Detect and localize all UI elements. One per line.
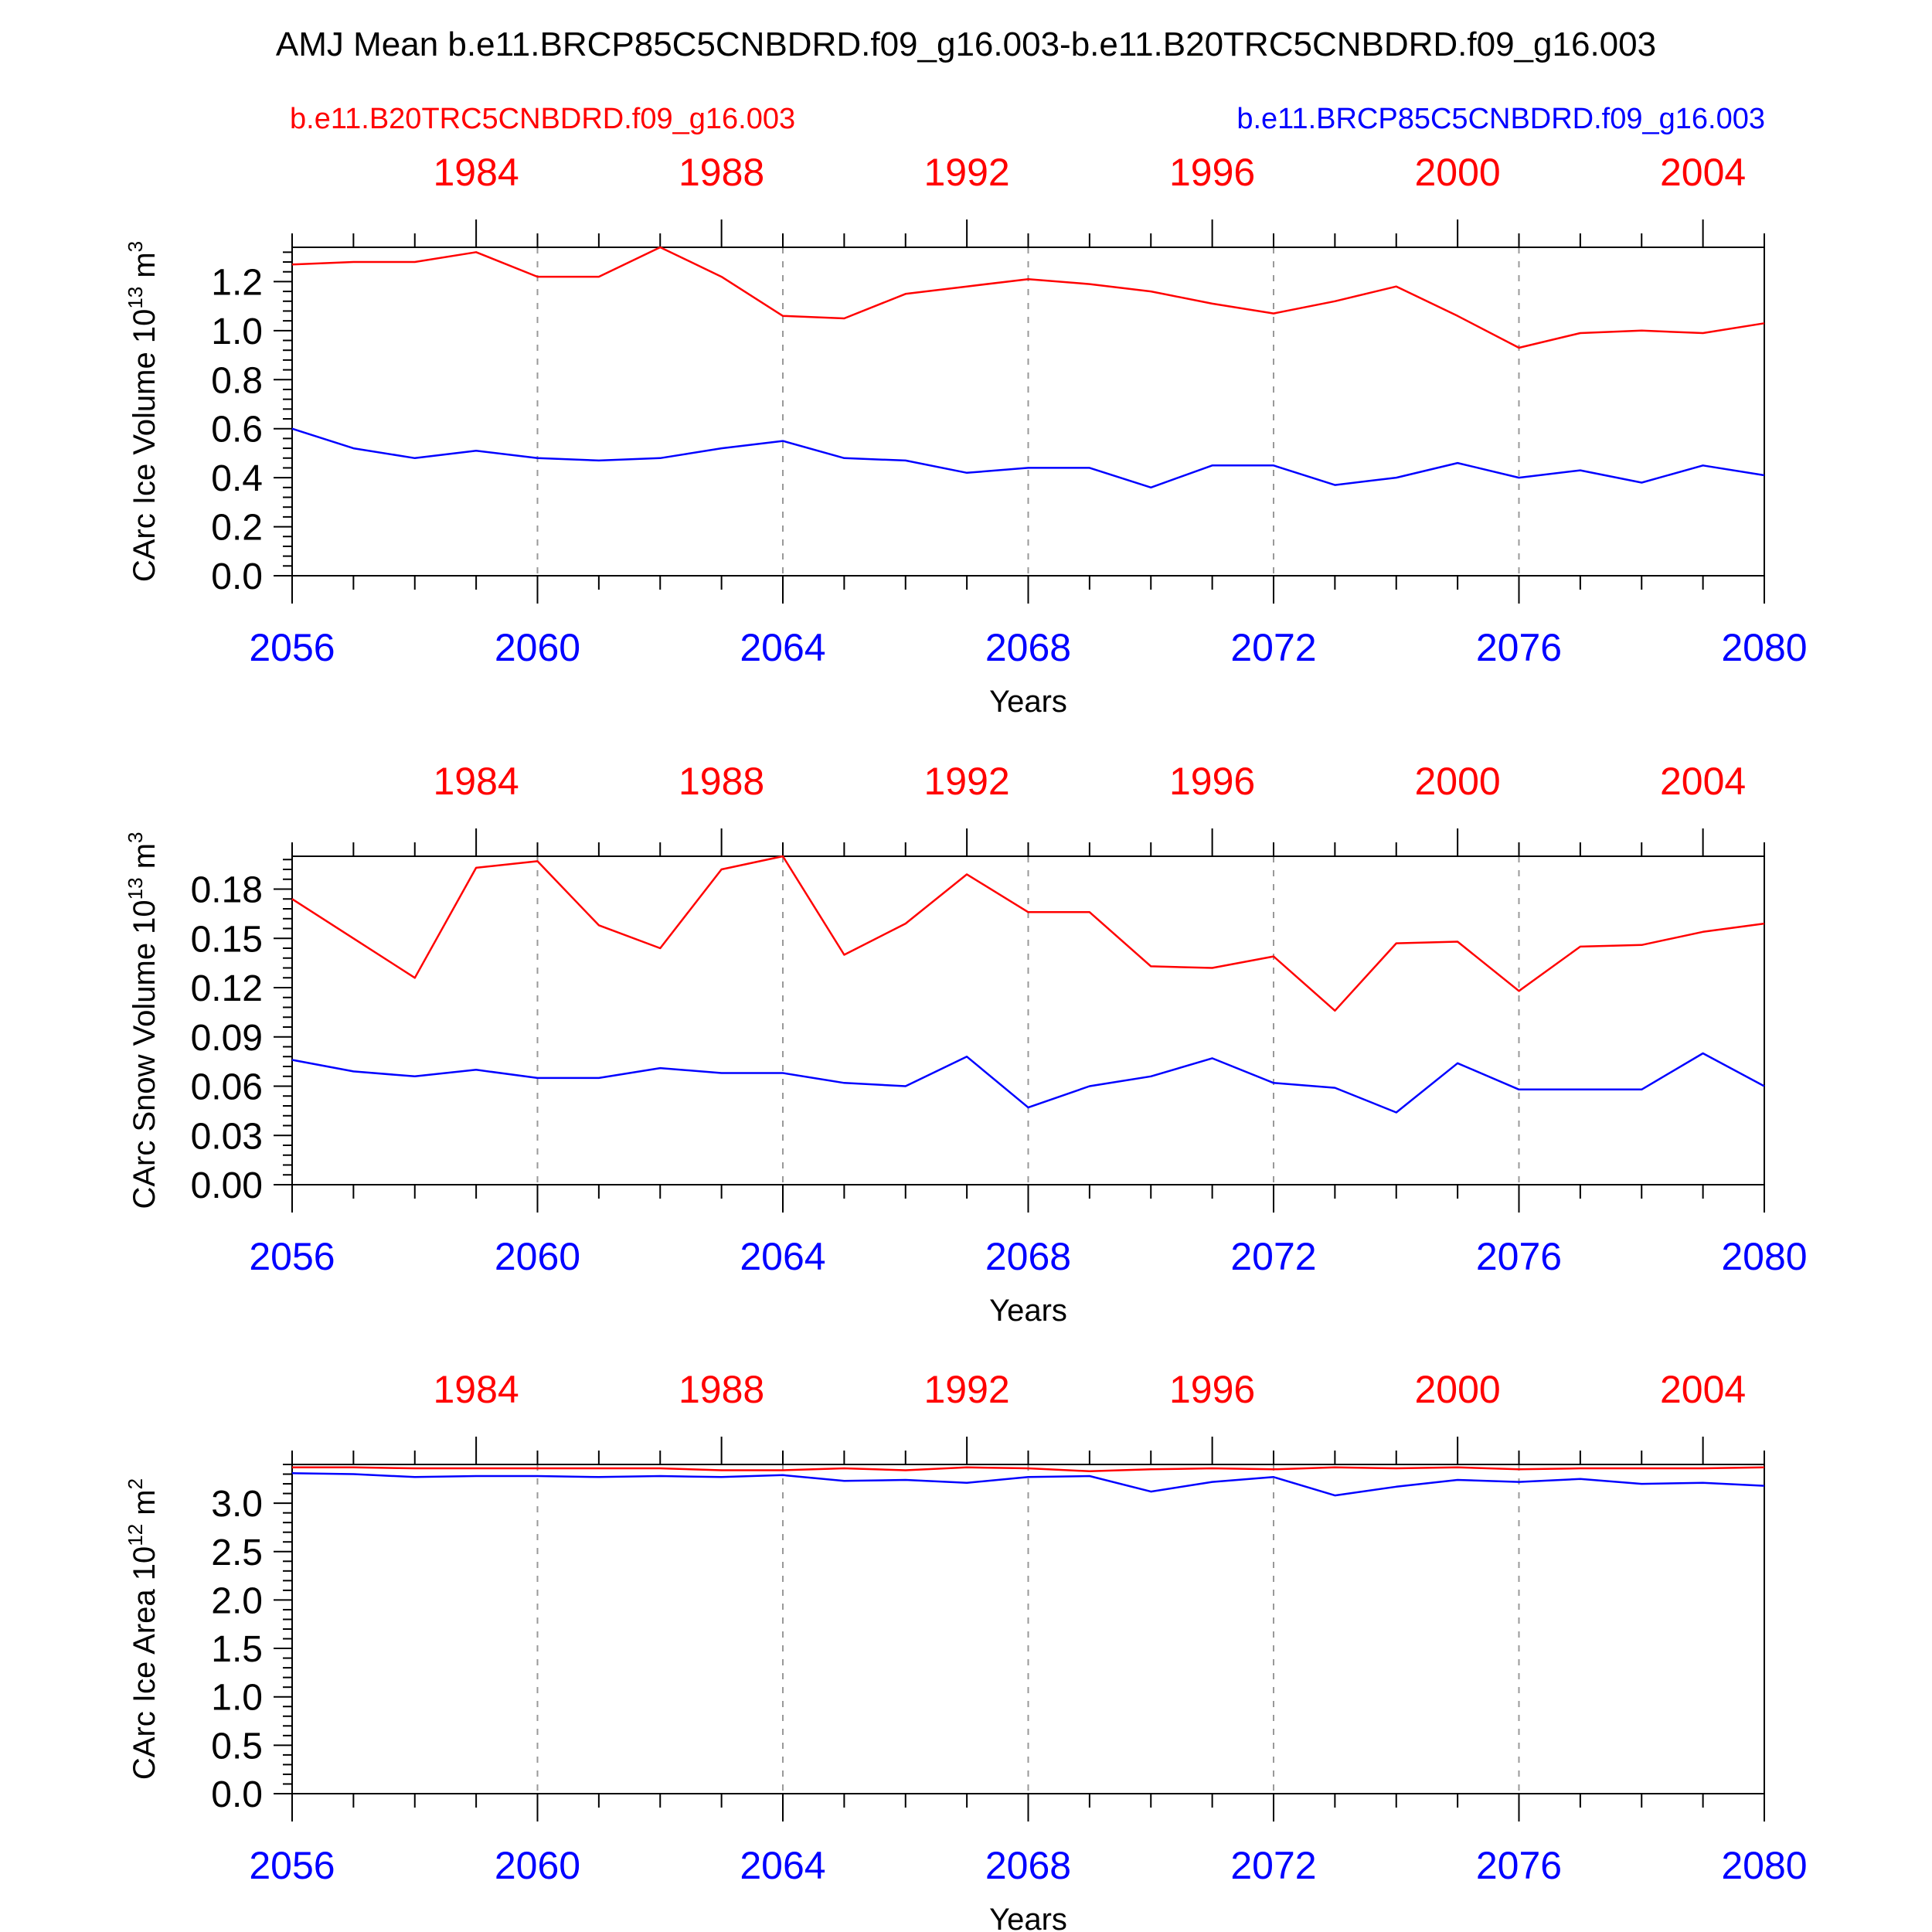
top-tick-label: 2000 — [1415, 1368, 1501, 1411]
series-line-red — [291, 855, 1765, 1012]
top-tick-label: 1992 — [924, 760, 1010, 803]
x-tick-label: 2080 — [1721, 626, 1807, 669]
x-tick-label: 2068 — [985, 626, 1071, 669]
y-tick-label: 0.8 — [211, 360, 263, 401]
top-tick-label: 1992 — [924, 1368, 1010, 1411]
y-tick-label: 0.09 — [191, 1018, 263, 1059]
x-tick-label: 2076 — [1476, 1844, 1562, 1887]
panel-2: 2056 2060 2064 2068 2072 2076 2080 1984 1988 1992… — [124, 760, 1808, 1328]
y-tick-label: 2.5 — [211, 1532, 263, 1573]
y-axis-title: CArc Snow Volume 1013 m3 — [124, 832, 162, 1209]
top-tick-label: 1984 — [434, 1368, 519, 1411]
x-tick-label: 2072 — [1230, 1844, 1316, 1887]
y-tick-label: 1.5 — [211, 1629, 263, 1670]
series-line-blue — [291, 1472, 1765, 1497]
top-tick-label: 1988 — [679, 151, 764, 194]
top-tick-label: 2004 — [1660, 151, 1746, 194]
top-tick-label: 1996 — [1169, 760, 1255, 803]
panel-1: 2056 2060 2064 2068 2072 2076 2080 1984 1988 1992… — [124, 151, 1808, 719]
y-tick-label: 1.2 — [211, 262, 263, 303]
x-tick-label: 2056 — [249, 1235, 335, 1278]
x-tick-label: 2064 — [740, 1844, 825, 1887]
y-tick-label: 0.18 — [191, 870, 263, 911]
top-tick-label: 2004 — [1660, 760, 1746, 803]
y-tick-label: 0.12 — [191, 968, 263, 1009]
x-axis-title: Years — [989, 1903, 1067, 1932]
y-tick-label: 0.06 — [191, 1067, 263, 1108]
x-tick-label: 2056 — [249, 626, 335, 669]
top-tick-label: 1984 — [434, 151, 519, 194]
top-tick-label: 1988 — [679, 760, 764, 803]
top-tick-label: 1996 — [1169, 1368, 1255, 1411]
y-tick-label: 2.0 — [211, 1580, 263, 1621]
top-tick-label: 1996 — [1169, 151, 1255, 194]
series-line-red — [291, 246, 1765, 349]
x-tick-label: 2068 — [985, 1844, 1071, 1887]
top-tick-label: 2004 — [1660, 1368, 1746, 1411]
y-axis-title: CArc Ice Area 1012 m2 — [124, 1478, 162, 1780]
series-line-blue — [291, 427, 1765, 489]
top-tick-label: 2000 — [1415, 760, 1501, 803]
x-tick-label: 2056 — [249, 1844, 335, 1887]
y-tick-label: 0.0 — [211, 1774, 263, 1815]
y-tick-label: 0.2 — [211, 508, 263, 549]
x-tick-label: 2064 — [740, 626, 825, 669]
x-tick-label: 2072 — [1230, 626, 1316, 669]
x-tick-label: 2080 — [1721, 1235, 1807, 1278]
x-tick-label: 2060 — [495, 1844, 580, 1887]
x-axis-title: Years — [989, 685, 1067, 719]
x-tick-label: 2080 — [1721, 1844, 1807, 1887]
panels: 2056 2060 2064 2068 2072 2076 2080 1984 1988 1992… — [124, 151, 1808, 1932]
x-axis-title: Years — [989, 1294, 1067, 1328]
y-tick-label: 0.15 — [191, 919, 263, 960]
figure-title: AMJ Mean b.e11.BRCP85C5CNBDRD.f09_g16.00… — [276, 26, 1656, 63]
panel-3: 2056 2060 2064 2068 2072 2076 2080 1984 1988 1992… — [124, 1368, 1808, 1932]
y-axis-title: CArc Ice Volume 1013 m3 — [124, 241, 162, 582]
x-tick-label: 2060 — [495, 1235, 580, 1278]
top-tick-label: 1988 — [679, 1368, 764, 1411]
y-tick-label: 1.0 — [211, 1678, 263, 1719]
y-tick-label: 0.0 — [211, 556, 263, 597]
top-tick-label: 2000 — [1415, 151, 1501, 194]
x-tick-label: 2060 — [495, 626, 580, 669]
series-line-blue — [291, 1052, 1765, 1114]
y-tick-label: 1.0 — [211, 311, 263, 352]
x-tick-label: 2068 — [985, 1235, 1071, 1278]
series-line-red — [292, 1466, 1765, 1473]
y-tick-label: 0.4 — [211, 458, 263, 499]
top-tick-label: 1992 — [924, 151, 1010, 194]
y-tick-label: 0.03 — [191, 1116, 263, 1157]
y-tick-label: 3.0 — [211, 1484, 263, 1525]
x-tick-label: 2076 — [1476, 1235, 1562, 1278]
legend-right: b.e11.BRCP85C5CNBDRD.f09_g16.003 — [1236, 103, 1765, 135]
x-tick-label: 2076 — [1476, 626, 1562, 669]
top-tick-label: 1984 — [434, 760, 519, 803]
y-tick-label: 0.5 — [211, 1726, 263, 1767]
x-tick-label: 2072 — [1230, 1235, 1316, 1278]
legend-left: b.e11.B20TRC5CNBDRD.f09_g16.003 — [290, 103, 795, 135]
x-tick-label: 2064 — [740, 1235, 825, 1278]
y-tick-label: 0.00 — [191, 1165, 263, 1206]
y-tick-label: 0.6 — [211, 410, 263, 451]
